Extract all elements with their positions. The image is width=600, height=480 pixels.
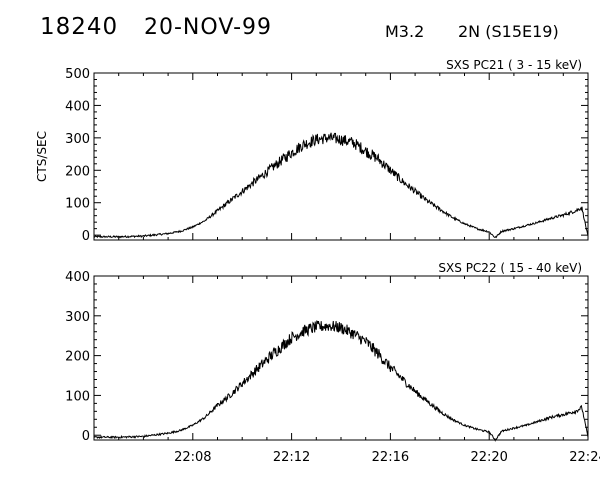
y-tick-label: 200 [65,164,90,179]
flare-class: M3.2 [385,22,425,41]
flare-location: 2N (S15E19) [458,22,559,41]
chart-pc21-series-0 [93,132,589,239]
y-axis-label: CTS/SEC [35,131,49,182]
chart-pc21-title: SXS PC21 ( 3 - 15 keV) [446,58,582,72]
y-tick-label: 300 [65,132,90,147]
y-tick-label: 200 [65,350,90,365]
y-tick-label: 100 [65,389,90,404]
chart-pc22-series-0 [93,320,589,442]
x-tick-label: 22:20 [470,450,507,465]
y-tick-label: 300 [65,310,90,325]
event-date: 20-NOV-99 [144,15,273,40]
x-tick-label: 22:12 [273,450,310,465]
y-tick-label: 0 [82,429,90,444]
chart-pc21-frame [93,72,589,241]
x-tick-label: 22:24 [569,450,600,465]
y-tick-label: 0 [82,229,90,244]
y-tick-label: 100 [65,197,90,212]
chart-pc22-title: SXS PC22 ( 15 - 40 keV) [438,261,582,275]
chart-pc22-frame [93,275,589,441]
event-number: 18240 [40,14,119,40]
x-tick-label: 22:16 [372,450,409,465]
x-tick-label: 22:08 [174,450,211,465]
y-tick-label: 400 [65,270,90,285]
y-tick-label: 400 [65,99,90,114]
y-tick-label: 500 [65,67,90,82]
